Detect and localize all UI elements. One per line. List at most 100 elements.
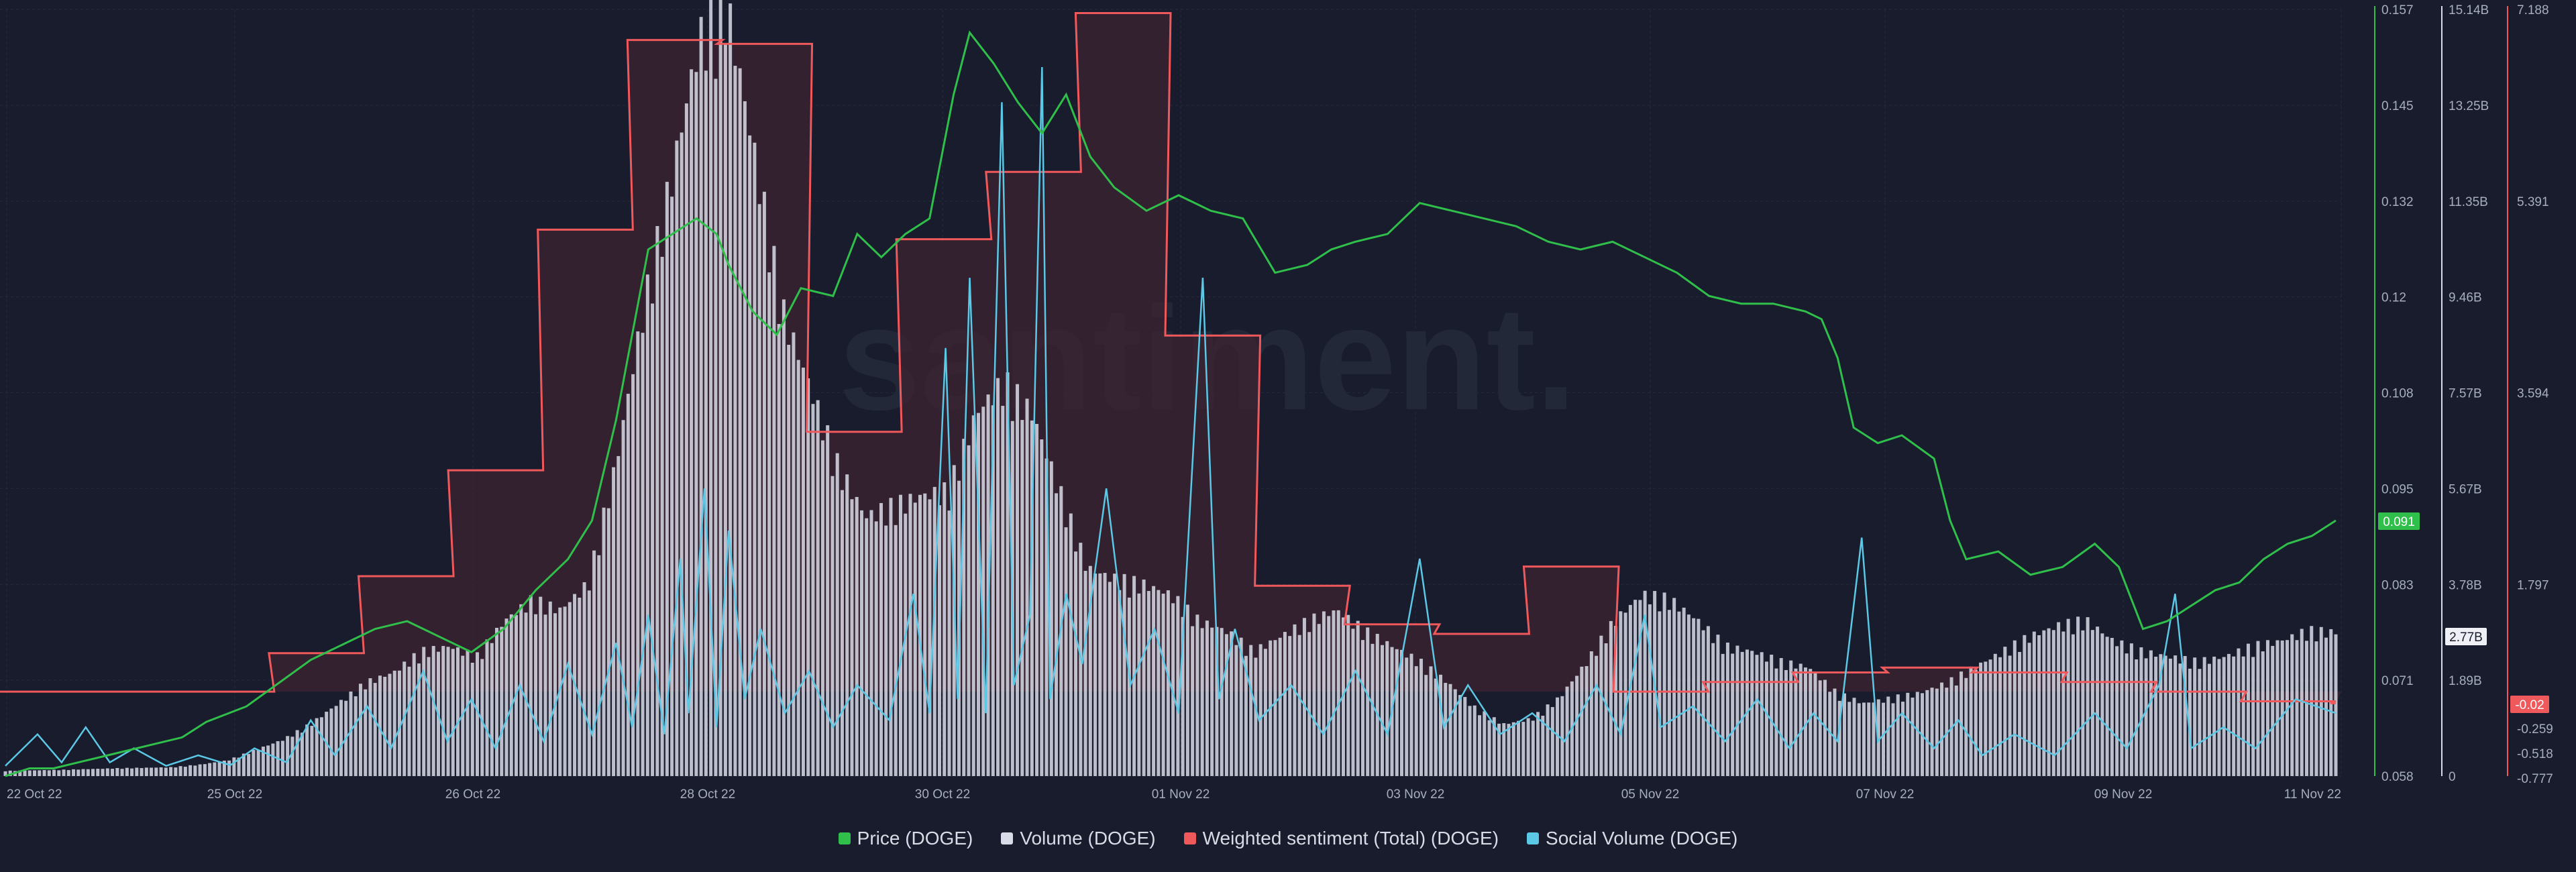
volume-bar — [2105, 637, 2109, 776]
volume-bar — [2090, 630, 2094, 776]
volume-bar — [1371, 643, 1375, 776]
volume-bar — [1444, 683, 1448, 776]
volume-bar — [1152, 586, 1156, 776]
volume-bar — [280, 741, 284, 776]
volume-bar — [2241, 656, 2245, 776]
legend-label: Price (DOGE) — [857, 828, 973, 849]
volume-bar — [1093, 574, 1097, 776]
volume-bar — [120, 769, 124, 776]
volume-bar — [1336, 610, 1340, 776]
volume-bar — [2251, 657, 2255, 776]
volume-bar — [2271, 645, 2275, 776]
volume-bar — [1001, 406, 1005, 776]
volume-bar — [894, 525, 898, 776]
volume-bar — [378, 675, 382, 776]
volume-bar — [898, 494, 902, 776]
volume-bar — [339, 700, 343, 776]
volume-bar — [159, 767, 163, 776]
volume-bar — [470, 663, 474, 776]
volume-bar — [1064, 527, 1068, 776]
sentiment-tick-label: 1.797 — [2517, 578, 2549, 592]
volume-bar — [2246, 643, 2250, 776]
volume-bar — [1055, 493, 1059, 776]
volume-bar — [1852, 698, 1856, 776]
volume-bar — [806, 378, 810, 776]
volume-bar — [2183, 656, 2187, 776]
sentiment-tick-label: -0.259 — [2517, 722, 2553, 737]
volume-bar — [1478, 715, 1482, 776]
volume-bar — [1511, 722, 1515, 776]
volume-bar — [2047, 628, 2051, 776]
volume-bar — [1205, 620, 1209, 776]
legend-item-social[interactable]: Social Volume (DOGE) — [1527, 828, 1737, 849]
volume-bar — [981, 406, 985, 776]
volume-bar — [66, 770, 70, 776]
volume-bar — [237, 757, 241, 776]
volume-bar — [2023, 635, 2027, 776]
volume-bar — [295, 730, 299, 776]
volume-bar — [2193, 657, 2197, 776]
volume-bar — [986, 394, 990, 776]
volume-bar — [884, 525, 888, 776]
volume-bar — [358, 684, 362, 776]
volume-bar — [1083, 571, 1087, 776]
volume-bar — [904, 513, 908, 776]
volume-bar — [509, 614, 513, 776]
volume-bar — [524, 612, 528, 776]
volume-bar — [1069, 513, 1073, 776]
volume-bar — [1686, 614, 1690, 776]
volume-bar — [1585, 666, 1589, 776]
volume-bar — [150, 767, 154, 776]
volume-bar — [193, 765, 197, 776]
volume-bar — [1517, 720, 1521, 776]
volume-bar — [1974, 669, 1978, 776]
legend-item-price[interactable]: Price (DOGE) — [838, 828, 973, 849]
volume-bar — [1224, 634, 1228, 776]
volume-bar — [694, 72, 698, 776]
volume-bar — [213, 762, 217, 776]
volume-bar — [645, 274, 649, 776]
volume-bar — [1239, 637, 1243, 776]
volume-bar — [1954, 685, 1958, 776]
volume-bar — [1502, 723, 1506, 776]
volume-bar — [977, 413, 981, 776]
volume-bar — [1779, 658, 1783, 776]
price-tick-label: 0.132 — [2381, 195, 2414, 209]
volume-bar — [1375, 633, 1379, 776]
volume-bar — [1234, 645, 1238, 776]
volume-bar — [1716, 635, 1720, 776]
legend-item-sentiment[interactable]: Weighted sentiment (Total) (DOGE) — [1183, 828, 1499, 849]
volume-bar — [354, 696, 358, 776]
volume-bar — [480, 659, 484, 776]
volume-bar — [485, 639, 489, 776]
volume-bar — [651, 303, 655, 776]
volume-bar — [2265, 640, 2269, 776]
volume-bar — [2261, 651, 2265, 776]
volume-bar — [364, 689, 368, 776]
volume-bar — [1098, 573, 1102, 776]
volume-bar — [1380, 645, 1384, 776]
volume-current-badge: 2.77B — [2449, 631, 2483, 645]
volume-bar — [1837, 700, 1841, 776]
volume-bar — [1434, 678, 1438, 776]
volume-bar — [631, 374, 635, 776]
volume-bar — [1619, 611, 1623, 776]
volume-bar — [91, 769, 95, 776]
volume-bar — [592, 550, 596, 776]
volume-bar — [495, 627, 499, 776]
volume-bar — [612, 467, 616, 776]
volume-bar — [787, 345, 791, 776]
volume-bar — [801, 368, 805, 776]
volume-bar — [8, 770, 12, 776]
volume-bar — [947, 510, 951, 776]
volume-bar — [665, 182, 669, 776]
x-tick-label: 11 Nov 22 — [2284, 787, 2341, 802]
volume-bar — [72, 769, 76, 776]
volume-series — [3, 0, 2338, 777]
volume-bar — [96, 769, 100, 776]
volume-tick-label: 13.25B — [2449, 99, 2489, 113]
volume-bar — [1672, 598, 1676, 776]
volume-bar — [2071, 634, 2075, 776]
volume-bar — [2178, 663, 2182, 776]
legend-item-volume[interactable]: Volume (DOGE) — [1001, 828, 1156, 849]
